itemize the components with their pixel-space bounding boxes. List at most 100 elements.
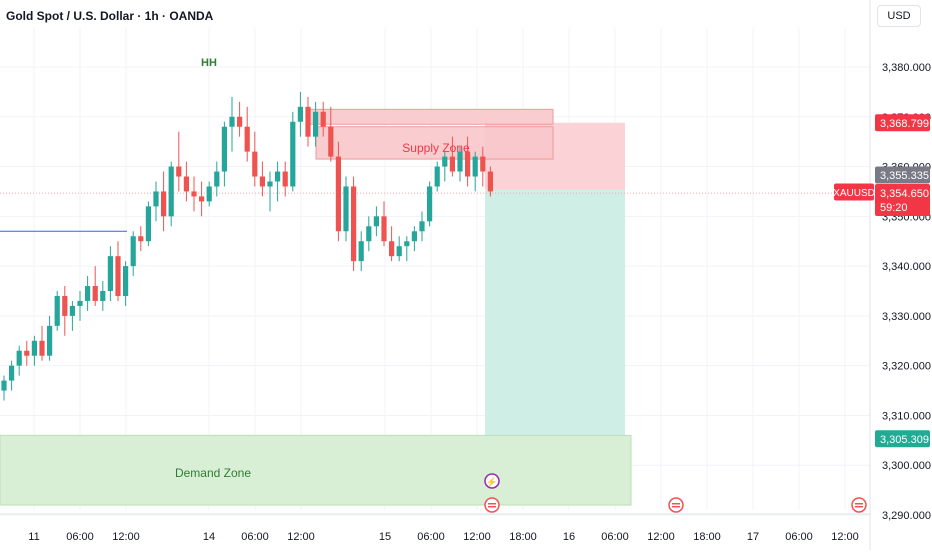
candle-body[interactable] [130, 236, 136, 267]
demand-zone-label: Demand Zone [175, 466, 251, 480]
time-tick-label: 12:00 [647, 531, 675, 543]
stop-price-label: 3,368.799 [880, 118, 929, 130]
candle-body[interactable] [252, 151, 258, 177]
candle-body[interactable] [373, 216, 379, 227]
time-tick-label: 18:00 [693, 531, 721, 543]
candle-body[interactable] [145, 206, 151, 242]
candle-body[interactable] [16, 350, 22, 366]
candle-body[interactable] [411, 231, 417, 242]
price-tick-label: 3,310.000 [882, 410, 931, 422]
symbol-tag [834, 183, 874, 201]
candle-body[interactable] [351, 186, 357, 262]
candle-body[interactable] [237, 116, 243, 127]
candle-body[interactable] [199, 196, 205, 202]
candle-body[interactable] [275, 171, 281, 182]
candle-body[interactable] [183, 176, 189, 192]
candle-body[interactable] [427, 186, 433, 222]
candle-body[interactable] [168, 166, 174, 217]
price-tick-label: 3,300.000 [882, 460, 931, 472]
time-tick-label: 18:00 [509, 531, 537, 543]
us-flag-stripe [488, 503, 496, 505]
time-tick-label: 11 [28, 531, 39, 543]
candle-body[interactable] [92, 286, 98, 301]
candle-body[interactable] [153, 191, 159, 207]
candle-body[interactable] [244, 126, 250, 152]
candle-body[interactable] [31, 340, 37, 356]
take-profit-zone[interactable] [485, 189, 625, 439]
price-tick-label: 3,330.000 [882, 311, 931, 323]
time-tick-label: 17 [747, 531, 759, 543]
candle-body[interactable] [24, 350, 30, 356]
candle-body[interactable] [9, 365, 15, 381]
candle-body[interactable] [39, 340, 45, 356]
candle-body[interactable] [107, 256, 113, 291]
time-tick-label: 12:00 [287, 531, 315, 543]
candle-body[interactable] [389, 241, 395, 257]
time-tick-label: 06:00 [785, 531, 813, 543]
candle-body[interactable] [472, 156, 478, 177]
candle-body[interactable] [396, 246, 402, 257]
chart-title: Gold Spot / U.S. Dollar · 1h · OANDA [6, 9, 214, 23]
candle-body[interactable] [62, 295, 68, 316]
target-price-label: 3,305.309 [880, 434, 929, 446]
currency-selector[interactable]: USD [877, 5, 921, 27]
candle-body[interactable] [366, 226, 372, 242]
candle-body[interactable] [457, 151, 463, 172]
candle-body[interactable] [313, 111, 319, 137]
stop-price-tag [875, 114, 930, 132]
candle-body[interactable] [434, 166, 440, 187]
candle-body[interactable] [221, 126, 227, 172]
time-tick-label: 12:00 [831, 531, 859, 543]
us-flag-icon[interactable] [668, 497, 684, 513]
us-flag-stripe [488, 506, 496, 508]
candle-body[interactable] [442, 156, 448, 167]
candle-body[interactable] [85, 286, 91, 301]
candle-body[interactable] [47, 325, 53, 356]
lightning-glyph: ⚡ [486, 476, 497, 488]
candle-body[interactable] [161, 191, 167, 217]
candle-body[interactable] [480, 156, 486, 172]
candle-body[interactable] [138, 236, 144, 242]
candle-body[interactable] [290, 121, 296, 187]
candle-body[interactable] [487, 171, 493, 192]
us-flag-icon[interactable] [851, 497, 867, 513]
candle-body[interactable] [123, 266, 129, 296]
candle-body[interactable] [282, 171, 288, 187]
candle-body[interactable] [465, 151, 471, 177]
us-flag-icon[interactable] [484, 497, 500, 513]
candle-body[interactable] [335, 156, 341, 232]
lightning-icon[interactable] [484, 473, 500, 489]
demand-zone[interactable] [0, 434, 632, 506]
candle-body[interactable] [77, 300, 83, 306]
price-tick-label: 3,290.000 [882, 510, 931, 522]
candle-body[interactable] [343, 186, 349, 232]
candle-body[interactable] [115, 256, 121, 296]
candle-body[interactable] [54, 295, 60, 326]
candle-body[interactable] [358, 241, 364, 262]
candle-body[interactable] [381, 216, 387, 242]
us-flag-stripe [855, 506, 863, 508]
candle-body[interactable] [206, 186, 212, 202]
candle-body[interactable] [229, 116, 235, 127]
target-price-tag [875, 430, 930, 448]
candle-body[interactable] [176, 166, 182, 177]
candle-body[interactable] [214, 171, 220, 187]
supply-zone-upper[interactable] [309, 108, 554, 125]
candle-body[interactable] [259, 176, 265, 187]
candle-body[interactable] [320, 111, 326, 127]
candle-body[interactable] [404, 241, 410, 247]
candle-body[interactable] [305, 106, 311, 137]
candle-body[interactable] [267, 181, 273, 187]
supply-zone-lower[interactable] [315, 126, 554, 160]
candle-body[interactable] [1, 380, 7, 391]
candle-body[interactable] [69, 305, 75, 316]
candle-body[interactable] [297, 106, 303, 122]
candle-body[interactable] [328, 126, 334, 157]
price-tick-label: 3,320.000 [882, 361, 931, 373]
candle-body[interactable] [419, 221, 425, 232]
candle-body[interactable] [100, 291, 106, 301]
candle-body[interactable] [191, 191, 197, 197]
candle-body[interactable] [449, 156, 455, 172]
